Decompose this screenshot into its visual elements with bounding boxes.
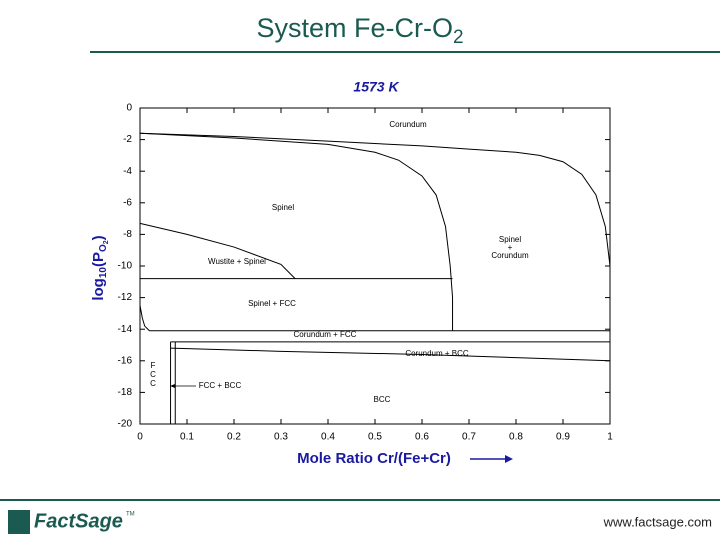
phase-boundary — [170, 347, 611, 362]
y-tick-label: -20 — [118, 419, 133, 430]
x-tick-label: 0.7 — [462, 432, 476, 443]
region-label: C — [150, 379, 156, 388]
logo-mark — [8, 510, 30, 534]
region-label: F — [151, 361, 156, 370]
y-tick-label: -6 — [123, 197, 132, 208]
region-label: Wustite + Spinel — [208, 257, 266, 266]
x-tick-label: 0.1 — [180, 432, 194, 443]
y-tick-label: -10 — [118, 261, 133, 272]
footer-url: www.factsage.com — [603, 514, 712, 529]
x-arrow-head — [505, 455, 513, 463]
x-tick-label: 0.5 — [368, 432, 382, 443]
region-label: Corundum — [491, 251, 529, 260]
x-tick-label: 0.9 — [556, 432, 570, 443]
y-tick-label: -18 — [118, 387, 133, 398]
region-label: + — [508, 243, 513, 252]
x-tick-label: 0.6 — [415, 432, 429, 443]
y-tick-label: -14 — [118, 324, 133, 335]
y-tick-label: 0 — [126, 103, 132, 114]
title-text: System Fe-Cr-O — [256, 13, 453, 43]
phase-boundary — [139, 222, 296, 279]
phase-boundary — [139, 132, 454, 331]
chart-subtitle: 1573 K — [353, 79, 399, 95]
y-label-part: 10 — [98, 267, 109, 279]
region-label: Corundum — [389, 120, 427, 129]
y-label-part: 2 — [103, 240, 110, 244]
y-tick-label: -8 — [123, 229, 132, 240]
logo-trademark: TM — [126, 512, 135, 518]
logo-text: FactSage — [34, 510, 123, 532]
region-label: C — [150, 370, 156, 379]
region-label: BCC — [374, 395, 391, 404]
x-tick-label: 0.2 — [227, 432, 241, 443]
phase-boundary — [139, 305, 150, 332]
region-label: Spinel — [272, 203, 294, 212]
y-axis-label: log10(PO2) — [90, 235, 110, 300]
pointer-head — [170, 384, 175, 388]
y-label-part: (P — [90, 252, 107, 267]
region-label: Spinel + FCC — [248, 299, 296, 308]
x-tick-label: 1 — [607, 432, 613, 443]
y-label-part: ) — [90, 235, 107, 240]
plot: 0 0.1 0.2 0.3 0.4 0.5 0.6 0.7 0.8 0.9 1 0 -2 -4 -6 -8 -1… — [118, 103, 614, 443]
x-tick-label: 0 — [137, 432, 143, 443]
region-label: Spinel — [499, 235, 521, 244]
region-label: Corundum + BCC — [405, 349, 469, 358]
x-axis-label: Mole Ratio Cr/(Fe+Cr) — [297, 450, 451, 467]
slide-title: System Fe-Cr-O2 — [256, 13, 463, 48]
phase-boundary — [139, 132, 611, 267]
title-subscript: 2 — [453, 27, 464, 48]
y-label-part: O — [98, 244, 109, 252]
x-tick-label: 0.4 — [321, 432, 335, 443]
y-label-part: log — [90, 278, 107, 301]
y-tick-label: -12 — [118, 292, 133, 303]
y-tick-label: -16 — [118, 355, 133, 366]
region-label: Corundum + FCC — [294, 330, 357, 339]
y-tick-label: -2 — [123, 134, 132, 145]
x-tick-label: 0.8 — [509, 432, 523, 443]
region-label: FCC + BCC — [199, 381, 242, 390]
y-tick-label: -4 — [123, 166, 132, 177]
x-tick-label: 0.3 — [274, 432, 288, 443]
